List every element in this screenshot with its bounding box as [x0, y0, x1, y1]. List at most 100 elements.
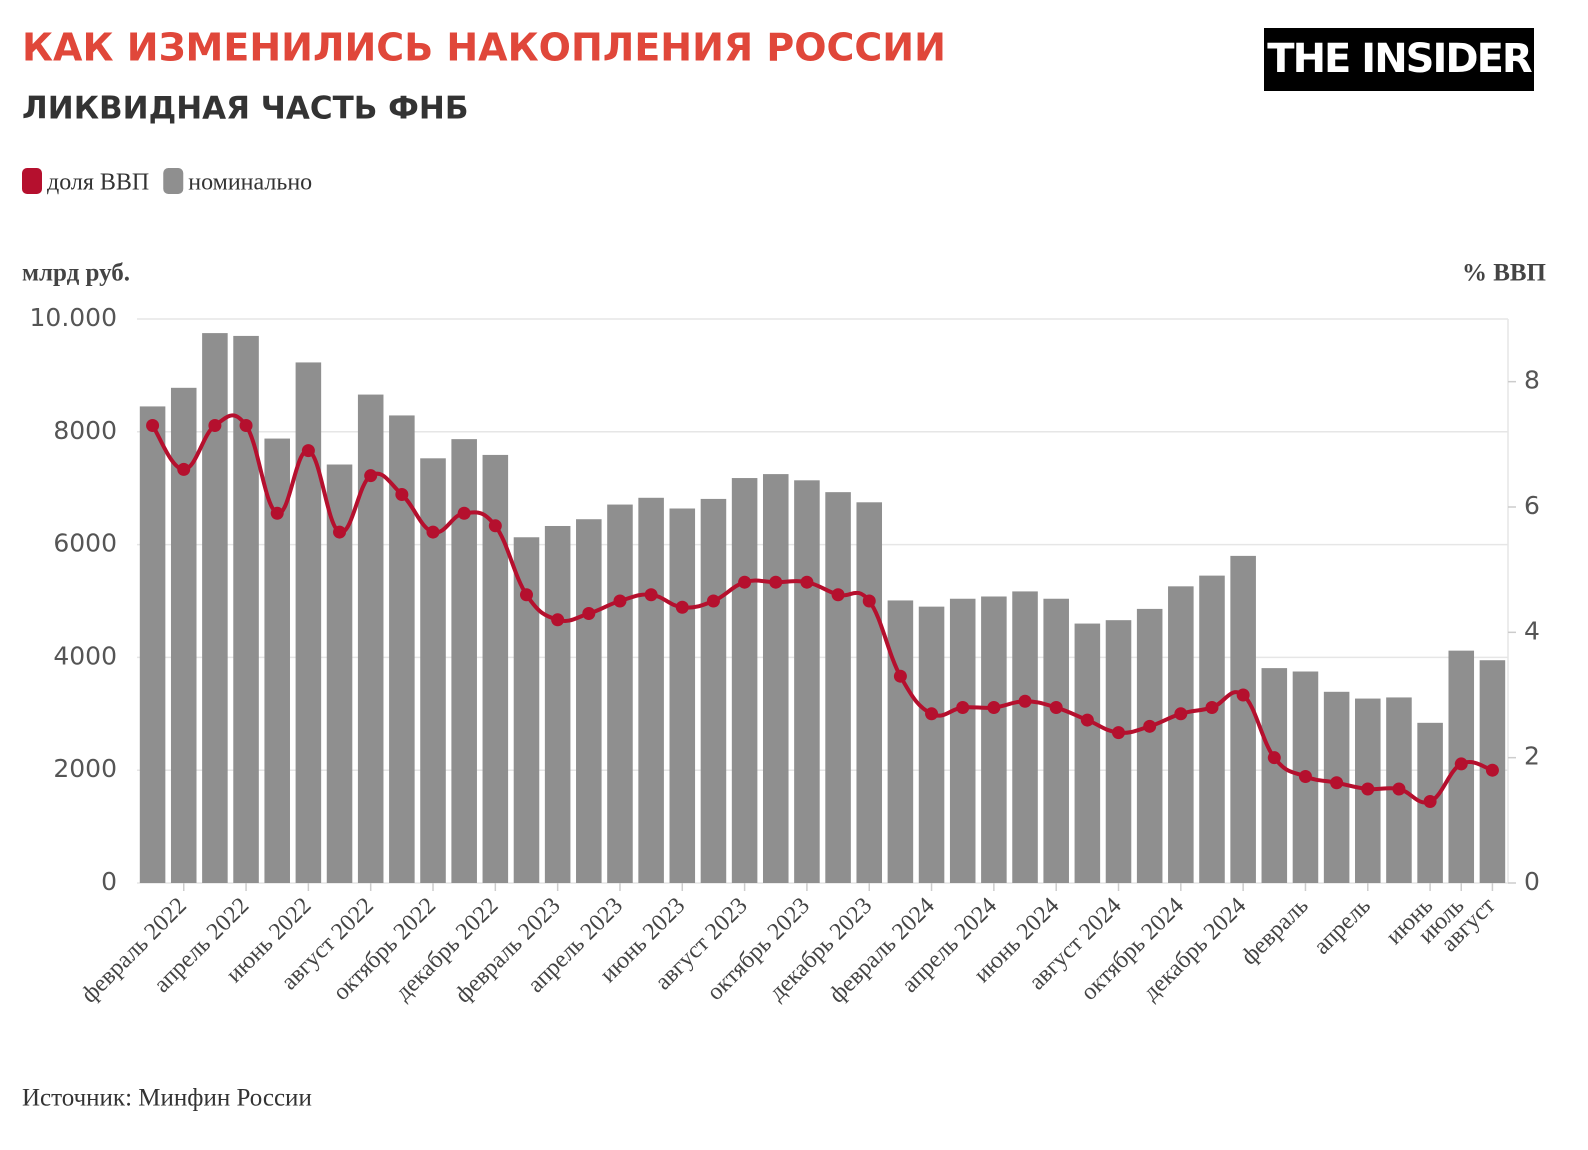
line-point: [1018, 694, 1032, 708]
line-point: [1392, 782, 1406, 796]
bar: [1012, 591, 1038, 883]
bar: [607, 504, 633, 883]
bar: [202, 333, 228, 884]
line-point: [1454, 757, 1468, 771]
bar: [825, 492, 851, 883]
line-point: [426, 525, 440, 539]
bar: [295, 362, 322, 884]
bar: [1230, 555, 1256, 883]
x-tick-label: февраль 2022: [76, 893, 192, 1009]
line-point: [208, 419, 222, 433]
line-point: [1485, 763, 1499, 777]
line-point: [831, 588, 845, 602]
line-point: [1361, 782, 1375, 796]
bar: [139, 406, 166, 883]
line-point: [488, 519, 502, 533]
legend-label: доля ВВП: [47, 170, 149, 196]
x-tick-label: апрель: [1309, 893, 1376, 960]
legend: доля ВВП номинально: [22, 168, 312, 196]
line-point: [613, 594, 627, 608]
line-point: [706, 594, 720, 608]
line-point: [457, 506, 471, 520]
bar: [1136, 608, 1163, 883]
legend-label: номинально: [188, 170, 312, 196]
line-point: [987, 701, 1001, 715]
line-point: [1423, 795, 1437, 809]
line-point: [1267, 751, 1281, 765]
line-point: [644, 588, 658, 602]
line-point: [862, 594, 876, 608]
line-point: [582, 607, 596, 621]
line-point: [333, 525, 347, 539]
line-point: [1205, 701, 1219, 715]
bar: [1105, 620, 1132, 883]
line-point: [1174, 707, 1188, 721]
legend-swatch: [22, 168, 42, 194]
y2-tick-label: 6: [1524, 491, 1540, 520]
bar: [357, 394, 384, 883]
y-tick-label: 8000: [53, 416, 117, 445]
y-axis-title: млрд руб.: [22, 260, 130, 287]
logo-box: [1264, 28, 1534, 91]
line-point: [1049, 701, 1063, 715]
line-point: [177, 462, 191, 476]
line-point: [395, 487, 409, 501]
bar: [700, 498, 727, 883]
bar: [731, 478, 758, 883]
bar: [918, 606, 945, 883]
x-tick-label: февраль: [1236, 893, 1313, 970]
line-point: [519, 588, 533, 602]
line-point: [551, 613, 565, 627]
y2-tick-label: 0: [1524, 867, 1540, 896]
y-tick-label: 0: [101, 867, 117, 896]
y2-axis-title: % ВВП: [1462, 260, 1546, 287]
bar: [1074, 623, 1101, 883]
line-point: [675, 600, 689, 614]
line-point: [239, 419, 253, 433]
line-point: [1143, 719, 1157, 733]
line-point: [1330, 776, 1344, 790]
bar: [638, 497, 664, 883]
source: Источник: Минфин России: [22, 1085, 312, 1112]
bar: [1043, 598, 1069, 883]
y-tick-label: 6000: [53, 529, 117, 558]
bar: [762, 474, 789, 883]
bar: [1199, 575, 1225, 883]
bar: [482, 454, 509, 883]
line-point: [364, 469, 378, 483]
bar: [669, 508, 696, 883]
bar: [451, 439, 477, 883]
line-point: [925, 707, 939, 721]
y-tick-label: 4000: [53, 641, 117, 670]
bar: [887, 600, 914, 883]
y-tick-label: 2000: [53, 754, 117, 783]
legend-swatch: [163, 168, 184, 194]
line-point: [1236, 688, 1250, 702]
bar: [1261, 668, 1288, 883]
line-point: [956, 701, 970, 715]
line-point: [1298, 769, 1312, 783]
logo: THE INSIDER: [1267, 36, 1532, 82]
y-tick-label: 10.000: [30, 303, 117, 332]
line-point: [893, 669, 907, 683]
bar: [1168, 586, 1194, 883]
bar: [981, 596, 1007, 883]
line-point: [800, 575, 814, 589]
line-point: [738, 575, 752, 589]
y2-tick-label: 2: [1524, 742, 1540, 771]
bar: [544, 525, 571, 883]
line-point: [270, 506, 284, 520]
bar: [856, 502, 883, 883]
line-point: [1080, 713, 1094, 727]
bar: [794, 480, 820, 883]
chart-subtitle: ЛИКВИДНАЯ ЧАСТЬ ФНБ: [22, 91, 469, 127]
line-point: [769, 575, 783, 589]
bar: [420, 458, 446, 883]
y2-tick-label: 4: [1524, 616, 1540, 645]
line-point: [146, 419, 160, 433]
line: [150, 413, 1494, 805]
chart-title: КАК ИЗМЕНИЛИСЬ НАКОПЛЕНИЯ РОССИИ: [22, 26, 946, 70]
bar: [949, 598, 976, 883]
bar: [576, 519, 602, 883]
